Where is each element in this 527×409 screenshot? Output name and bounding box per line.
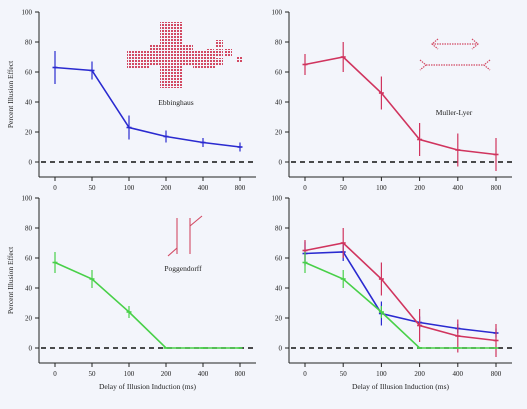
x-tick-label: 400	[198, 370, 209, 378]
y-tick-label: 60	[25, 69, 33, 77]
series-line-ebbinghaus	[304, 251, 497, 334]
ebbinghaus-small-square	[216, 40, 223, 47]
x-axis-label: Delay of Illusion Induction (ms)	[99, 382, 197, 391]
y-tick-label: 20	[275, 129, 283, 137]
ebbinghaus-outer-square	[160, 66, 182, 88]
series-line-muller_lyer	[304, 242, 497, 342]
y-tick-label: 100	[272, 195, 283, 203]
muller-lyer-fin	[419, 59, 427, 71]
x-tick-label: 100	[124, 184, 135, 192]
x-tick-label: 400	[453, 184, 464, 192]
y-tick-label: 100	[272, 9, 283, 17]
series-line-poggendorff	[54, 261, 240, 349]
x-tick-label: 200	[414, 184, 425, 192]
ebbinghaus-small-square	[207, 49, 214, 56]
x-tick-label: 200	[414, 370, 425, 378]
x-tick-label: 400	[198, 184, 209, 192]
y-tick-label: 100	[22, 195, 33, 203]
ebbinghaus-small-square	[225, 49, 232, 56]
y-tick-label: 40	[25, 99, 33, 107]
y-tick-label: 100	[22, 9, 33, 17]
x-tick-label: 100	[376, 370, 387, 378]
x-axis-label: Delay of Illusion Induction (ms)	[352, 382, 450, 391]
x-tick-label: 800	[235, 370, 246, 378]
y-tick-label: 20	[25, 129, 33, 137]
muller-lyer-arrow	[431, 38, 439, 50]
y-tick-label: 60	[275, 69, 283, 77]
y-tick-label: 40	[25, 285, 33, 293]
muller-lyer-fin	[483, 59, 491, 71]
x-tick-label: 50	[340, 370, 348, 378]
muller-lyer-arrow	[471, 38, 479, 50]
x-tick-label: 800	[235, 184, 246, 192]
y-tick-label: 80	[275, 39, 283, 47]
muller-lyer-illustration	[419, 38, 491, 71]
y-tick-label: 80	[275, 225, 283, 233]
x-tick-label: 800	[491, 370, 502, 378]
x-tick-label: 200	[161, 184, 172, 192]
x-tick-label: 200	[161, 370, 172, 378]
x-tick-label: 100	[124, 370, 135, 378]
illusion-name-label: Poggendorff	[164, 264, 202, 273]
ebbinghaus-outer-square	[160, 22, 182, 44]
ebbinghaus-small-square	[237, 56, 243, 62]
ebbinghaus-center-square	[153, 48, 189, 62]
x-tick-label: 0	[303, 370, 307, 378]
ebbinghaus-outer-square	[127, 51, 149, 69]
x-tick-label: 0	[53, 184, 57, 192]
x-tick-label: 50	[89, 370, 97, 378]
panel-combined: 0 20 40 60 80 100 0 50 100 200 400 800 Delay of Illu…	[272, 195, 512, 391]
y-axis-label: Percent Illusion Effect	[6, 246, 15, 314]
y-tick-label: 60	[25, 255, 33, 263]
y-axis-label: Percent Illusion Effect	[6, 60, 15, 128]
illusion-name-label: Muller-Lyer	[436, 108, 473, 117]
series-line-poggendorff	[304, 261, 496, 349]
y-tick-label: 80	[25, 225, 33, 233]
poggendorff-transversal	[189, 215, 203, 227]
y-tick-label: 20	[25, 315, 33, 323]
y-tick-label: 60	[275, 255, 283, 263]
x-tick-label: 800	[491, 184, 502, 192]
x-tick-label: 0	[53, 370, 57, 378]
series-line-ebbinghaus	[54, 66, 241, 148]
y-tick-label: 0	[279, 159, 283, 167]
y-tick-label: 0	[29, 159, 33, 167]
poggendorff-illustration	[167, 215, 203, 257]
x-tick-label: 50	[89, 184, 97, 192]
illusion-name-label: Ebbinghaus	[158, 98, 193, 107]
y-tick-label: 40	[275, 99, 283, 107]
panel-ebbinghaus: 0 20 40 60 80 100 0 50 100 200 400 800 Percent Illus…	[6, 9, 256, 192]
panel-muller-lyer: 0 20 40 60 80 100 0 50 100 200 400 800 Muller-Lyer	[272, 9, 512, 192]
x-tick-label: 400	[453, 370, 464, 378]
x-tick-label: 100	[376, 184, 387, 192]
y-tick-label: 80	[25, 39, 33, 47]
series-line-muller_lyer	[304, 56, 497, 156]
ebbinghaus-small-square	[216, 58, 223, 65]
ebbinghaus-small-square	[216, 49, 223, 56]
y-tick-label: 20	[275, 315, 283, 323]
x-tick-label: 50	[340, 184, 348, 192]
illusion-icons	[127, 22, 491, 257]
ebbinghaus-illustration	[127, 22, 243, 88]
x-tick-label: 0	[303, 184, 307, 192]
poggendorff-transversal	[167, 247, 178, 257]
y-tick-label: 0	[29, 345, 33, 353]
panel-poggendorff: 0 20 40 60 80 100 0 50 100 200 400 800 Percent Illus…	[6, 195, 256, 391]
y-tick-label: 0	[279, 345, 283, 353]
y-tick-label: 40	[275, 285, 283, 293]
